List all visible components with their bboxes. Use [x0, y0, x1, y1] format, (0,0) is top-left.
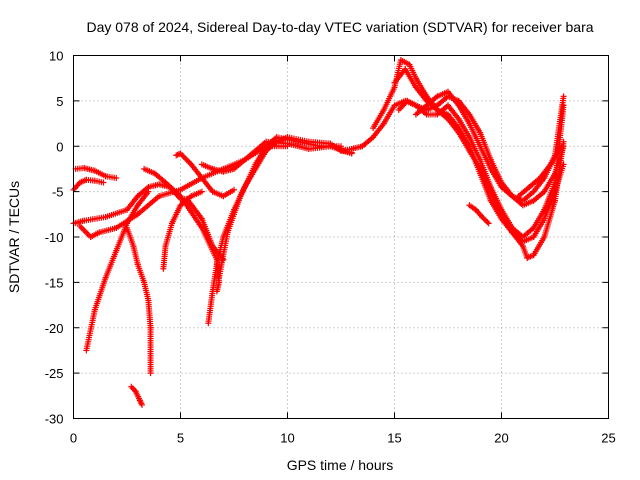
y-tick-label: -30 [45, 412, 64, 427]
series-arc-8 [173, 150, 237, 200]
series-line [79, 140, 353, 238]
series-arc-9 [160, 188, 205, 272]
series-arc-12 [198, 143, 291, 175]
y-tick-label: -5 [52, 185, 64, 200]
data-series [70, 57, 567, 408]
y-tick-label: 10 [49, 49, 63, 64]
series-arc-5 [83, 188, 152, 354]
x-tick-label: 20 [494, 431, 508, 446]
series-arc-18 [412, 88, 567, 204]
x-tick-label: 0 [70, 431, 77, 446]
grid-lines [73, 55, 609, 419]
series-arc-4 [76, 138, 355, 240]
x-tick-label: 10 [280, 431, 294, 446]
series-arc-2 [70, 176, 107, 193]
y-tick-label: -10 [45, 230, 64, 245]
series-arc-6 [124, 224, 154, 377]
series-arc-1 [72, 165, 120, 182]
series-arc-11 [216, 134, 344, 281]
x-axis-label: GPS time / hours [287, 457, 394, 473]
series-arc-20 [515, 143, 565, 200]
y-tick-label: -15 [45, 275, 64, 290]
y-axis-label: SDTVAR / TECUs [6, 181, 22, 293]
chart-title: Day 078 of 2024, Sidereal Day-to-day VTE… [86, 19, 593, 35]
y-tick-label: 0 [56, 139, 63, 154]
series-arc-3 [70, 181, 227, 263]
axis-ticks: 0 5 10 15 20 25 -30 -25 -20 -15 -10 -5 0 5 10 [45, 49, 616, 446]
y-tick-label: -25 [45, 366, 64, 381]
x-tick-label: 25 [601, 431, 615, 446]
series-arc-17 [395, 97, 567, 240]
y-tick-label: -20 [45, 321, 64, 336]
x-tick-label: 15 [387, 431, 401, 446]
y-tick-label: 5 [56, 94, 63, 109]
series-arc-19 [466, 202, 492, 227]
x-tick-label: 5 [177, 431, 184, 446]
series-arc-13 [128, 383, 145, 408]
